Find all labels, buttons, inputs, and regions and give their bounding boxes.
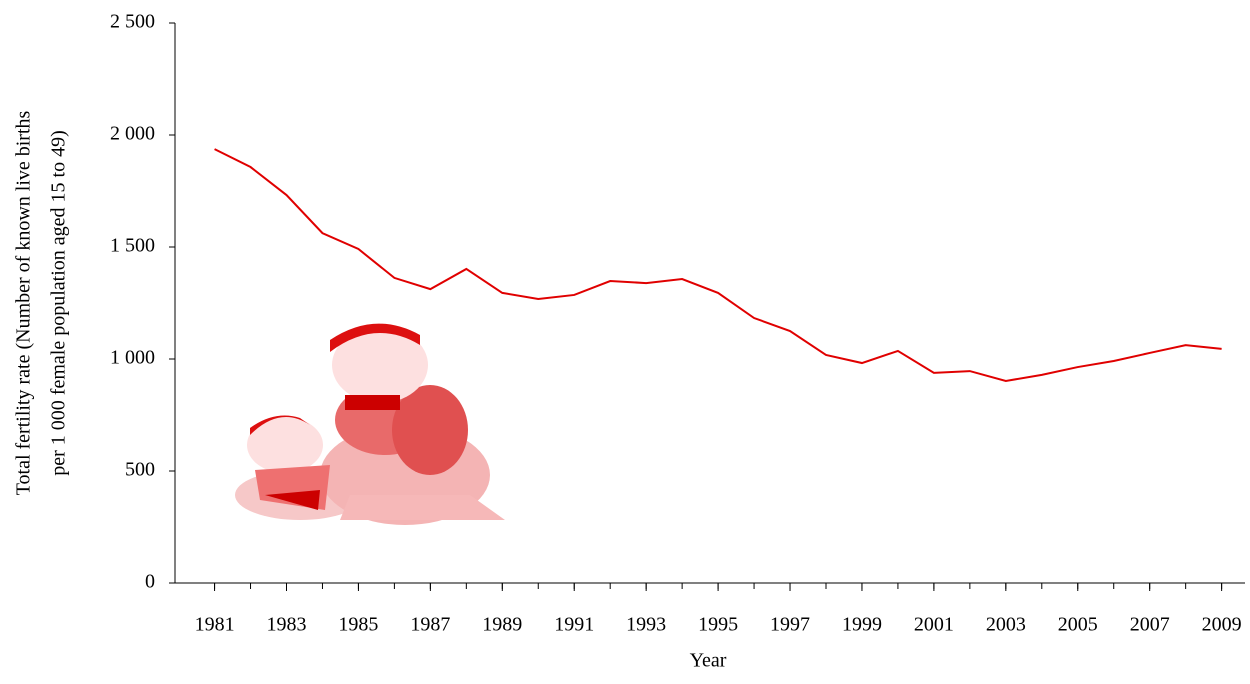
x-tick-label: 1997	[770, 614, 810, 636]
clip-art	[235, 324, 505, 525]
x-tick-label: 2009	[1202, 614, 1242, 636]
y-tick-label: 2 500	[110, 11, 155, 33]
x-tick-label: 1981	[195, 614, 235, 636]
clip-art-shape	[340, 495, 505, 520]
x-tick-label: 2005	[1058, 614, 1098, 636]
clip-art-shape	[392, 385, 468, 475]
y-tick-label: 500	[125, 459, 155, 481]
x-axis-title: Year	[690, 650, 727, 672]
x-tick-label: 1991	[554, 614, 594, 636]
y-tick-label: 2 000	[110, 123, 155, 145]
x-tick-label: 2001	[914, 614, 954, 636]
y-axis-title: per 1 000 female population aged 15 to 4…	[48, 130, 70, 475]
x-tick-label: 1995	[698, 614, 738, 636]
x-tick-label: 2003	[986, 614, 1026, 636]
y-axis-title: Total fertility rate (Number of known li…	[13, 110, 35, 495]
y-tick-label: 1 000	[110, 347, 155, 369]
y-tick-label: 1 500	[110, 235, 155, 257]
y-tick-label: 0	[145, 571, 155, 593]
x-tick-label: 1993	[626, 614, 666, 636]
clip-art-shape	[345, 395, 400, 410]
x-tick-label: 1989	[482, 614, 522, 636]
chart: Year Total fertility rate (Number of kno…	[0, 0, 1250, 684]
x-tick-label: 2007	[1130, 614, 1170, 636]
x-tick-label: 1999	[842, 614, 882, 636]
x-tick-label: 1985	[338, 614, 378, 636]
x-tick-label: 1987	[410, 614, 450, 636]
x-tick-label: 1983	[266, 614, 306, 636]
